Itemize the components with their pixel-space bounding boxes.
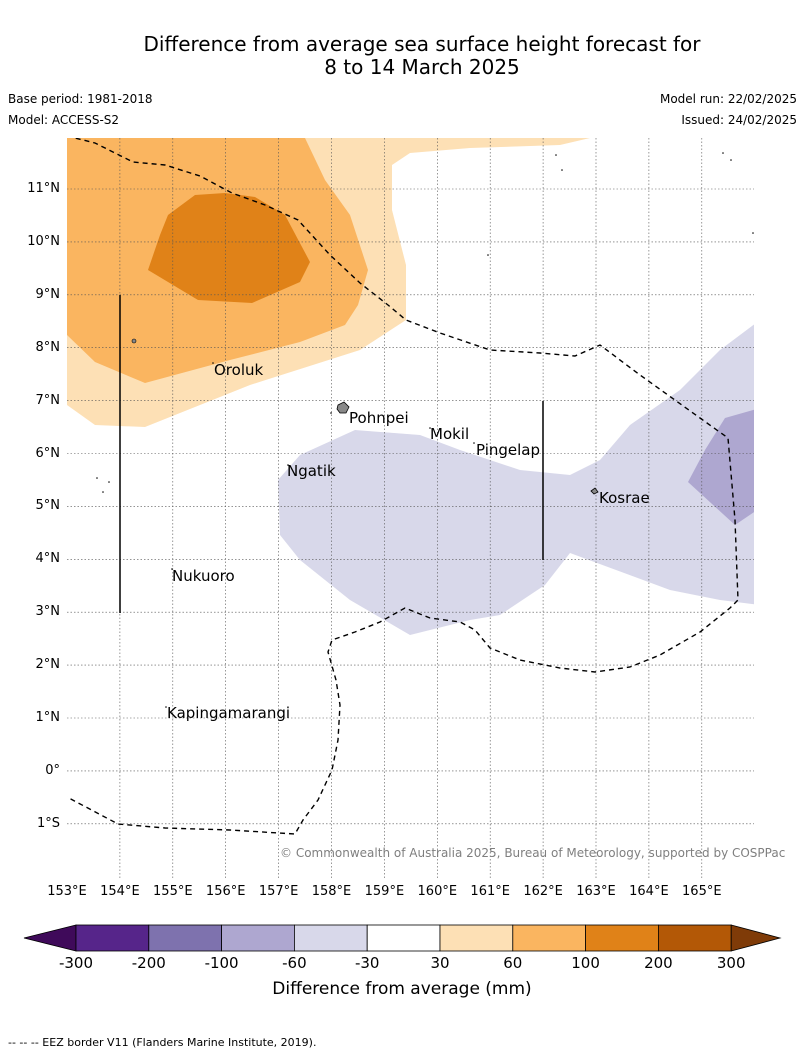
colorbar-segment xyxy=(658,924,732,952)
place-ngatik: Ngatik xyxy=(287,462,336,480)
colorbar-segment xyxy=(75,924,150,952)
place-pingelap: Pingelap xyxy=(476,441,541,459)
colorbar-tick-label: 300 xyxy=(716,954,746,972)
colorbar-segment xyxy=(293,924,368,952)
latitude-label: 1°N xyxy=(35,710,61,725)
colorbar-tick-label: 60 xyxy=(503,954,523,972)
sea-height-map xyxy=(67,138,754,878)
colorbar-segment xyxy=(221,924,295,952)
latitude-label: 8°N xyxy=(35,339,61,355)
colorbar-segment xyxy=(366,924,441,952)
latitude-label: 2°N xyxy=(35,657,61,673)
islet-shape xyxy=(131,338,137,344)
contour-neg60-neg100 xyxy=(688,409,754,525)
colorbar-tick-label: -200 xyxy=(131,954,166,972)
latitude-label: 5°N xyxy=(35,498,61,514)
issued-date: Issued: 24/02/2025 xyxy=(681,113,797,127)
latitude-label: 7°N xyxy=(35,392,61,408)
latitude-label: 4°N xyxy=(35,551,61,567)
colorbar-segment xyxy=(585,924,659,952)
colorbar-tick-label: -300 xyxy=(58,954,94,972)
graticule xyxy=(67,138,754,878)
colorbar-tick-label: 100 xyxy=(571,954,600,972)
copyright-notice: © Commonwealth of Australia 2025, Bureau… xyxy=(280,846,786,860)
longitude-label: 165°E xyxy=(682,884,722,899)
colorbar-tick-label: 30 xyxy=(430,954,450,972)
longitude-label: 157°E xyxy=(258,884,299,899)
small-islets xyxy=(96,152,754,708)
colorbar-extend-low xyxy=(23,924,77,952)
latitude-label: 6°N xyxy=(35,445,61,461)
place-mokil: Mokil xyxy=(430,425,470,443)
colorbar-tick-label: -30 xyxy=(354,954,380,972)
place-oroluk: Oroluk xyxy=(214,361,264,379)
colorbar-segment xyxy=(439,924,514,952)
contour-100-200 xyxy=(148,193,310,303)
longitude-label: 154°E xyxy=(100,884,140,899)
latitude-label: 3°N xyxy=(35,604,61,620)
place-kosrae: Kosrae xyxy=(599,489,650,507)
longitude-label: 162°E xyxy=(523,884,563,899)
colorbar-tick-label: -60 xyxy=(282,954,307,972)
title-line-2: 8 to 14 March 2025 xyxy=(324,55,520,79)
longitude-label: 161°E xyxy=(470,884,510,899)
title-line-1: Difference from average sea surface heig… xyxy=(143,32,701,56)
model-name: Model: ACCESS-S2 xyxy=(8,113,120,127)
longitude-label: 160°E xyxy=(417,884,458,899)
eez-border xyxy=(67,138,739,835)
colorbar-tick-label: -100 xyxy=(204,954,239,972)
eez-footnote: -- -- -- EEZ border V11 (Flanders Marine… xyxy=(8,1036,317,1049)
map-title: Difference from average sea surface heig… xyxy=(0,33,804,79)
latitude-label: 1°S xyxy=(36,815,60,831)
latitude-label: 9°N xyxy=(35,286,61,302)
colorbar-segment xyxy=(512,924,586,952)
colorbar-extend-high xyxy=(730,924,782,952)
longitude-label: 158°E xyxy=(311,884,352,899)
place-kapingamarangi: Kapingamarangi xyxy=(167,704,291,722)
contour-neg30-neg60 xyxy=(278,324,754,635)
latitude-label: 11°N xyxy=(27,181,60,196)
longitude-label: 163°E xyxy=(576,884,616,899)
colorbar xyxy=(23,924,782,952)
longitude-label: 153°E xyxy=(47,884,87,899)
longitude-label: 155°E xyxy=(153,884,193,899)
longitude-label: 159°E xyxy=(364,884,405,899)
base-period: Base period: 1981-2018 xyxy=(8,92,153,106)
place-nukuoro: Nukuoro xyxy=(172,567,235,585)
kosrae-island-shape xyxy=(590,487,599,495)
latitude-label: 0° xyxy=(45,762,60,778)
pohnpei-island-shape xyxy=(336,401,350,414)
longitude-label: 164°E xyxy=(629,884,669,899)
longitude-label: 156°E xyxy=(205,884,246,899)
latitude-label: 10°N xyxy=(27,233,60,249)
colorbar-tick-label: 200 xyxy=(644,954,673,972)
colorbar-label: Difference from average (mm) xyxy=(272,979,532,999)
place-pohnpei: Pohnpei xyxy=(349,409,409,427)
colorbar-segment xyxy=(148,924,223,952)
model-run: Model run: 22/02/2025 xyxy=(659,92,797,106)
